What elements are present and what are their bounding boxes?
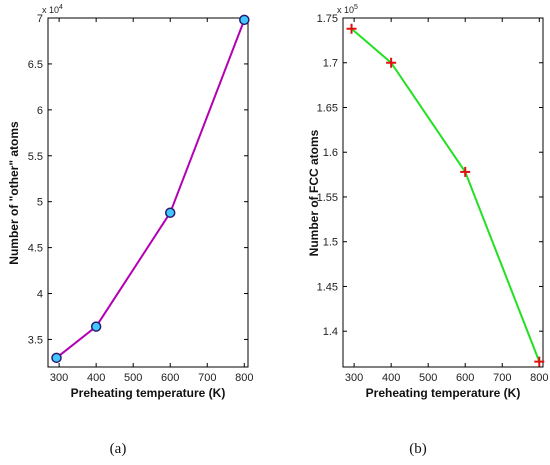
plot-frame bbox=[342, 17, 544, 368]
panel-b: 300 400 500 600 700 800 1.4 1.45 1.5 1.55 1.6 1.65 1… bbox=[307, 4, 548, 457]
data-point bbox=[51, 352, 62, 364]
y-tick-label: 1.55 bbox=[317, 192, 338, 204]
y-tick-label: 4 bbox=[37, 289, 43, 301]
data-point bbox=[164, 207, 176, 218]
panel-caption: (a) bbox=[110, 441, 127, 457]
y-axis-label: Number of "other" atoms bbox=[7, 121, 21, 265]
data-point bbox=[460, 166, 471, 177]
x-tick-label: 700 bbox=[198, 372, 216, 384]
y-tick-label: 7 bbox=[37, 13, 43, 25]
y-scale-exponent: 5 bbox=[354, 4, 358, 11]
y-tick-label: 1.45 bbox=[317, 281, 338, 293]
y-scale-multiplier: x 105 bbox=[337, 4, 358, 15]
y-tick-label: 3.5 bbox=[28, 334, 43, 346]
y-tick-label: 1.75 bbox=[317, 13, 338, 25]
x-tick-label: 600 bbox=[161, 372, 179, 384]
panel-a: 300 400 500 600 700 800 3.5 4 4.5 5 5.5 6 6.5 7x 104 P… bbox=[7, 4, 253, 457]
x-tick-label: 400 bbox=[87, 372, 105, 384]
x-tick-label: 800 bbox=[235, 372, 253, 384]
data-point bbox=[346, 23, 357, 34]
y-tick-label: 6.5 bbox=[28, 59, 43, 71]
x-tick-label: 500 bbox=[419, 372, 437, 384]
y-tick-label: 5.5 bbox=[28, 151, 43, 163]
data-point bbox=[90, 321, 102, 332]
x-tick-label: 700 bbox=[493, 372, 511, 384]
y-axis-label: Number of FCC atoms bbox=[307, 129, 321, 256]
data-point bbox=[386, 57, 397, 68]
series-line bbox=[55, 19, 246, 359]
x-tick-label: 500 bbox=[124, 372, 142, 384]
y-tick-label: 1.6 bbox=[323, 147, 338, 159]
y-tick-label: 6 bbox=[37, 105, 43, 117]
y-tick-label: 1.4 bbox=[323, 326, 338, 338]
y-scale-multiplier: x 104 bbox=[42, 4, 63, 15]
data-point bbox=[534, 356, 545, 367]
x-tick-label: 400 bbox=[382, 372, 400, 384]
x-tick-label: 800 bbox=[530, 372, 548, 384]
x-tick-label: 600 bbox=[456, 372, 474, 384]
series-line bbox=[350, 27, 541, 362]
x-tick-label: 300 bbox=[345, 372, 363, 384]
y-tick-label: 1.7 bbox=[323, 58, 338, 70]
plot-frame bbox=[47, 17, 249, 368]
y-scale-exponent: 4 bbox=[59, 4, 63, 11]
y-tick-label: 5 bbox=[37, 197, 43, 209]
x-axis-label: Preheating temperature (K) bbox=[71, 386, 226, 400]
data-point bbox=[239, 14, 250, 26]
x-axis-label: Preheating temperature (K) bbox=[366, 386, 521, 400]
panel-caption: (b) bbox=[409, 441, 427, 457]
x-tick-label: 300 bbox=[50, 372, 68, 384]
y-tick-label: 4.5 bbox=[28, 243, 43, 255]
y-tick-label: 1.5 bbox=[323, 237, 338, 249]
y-tick-label: 1.65 bbox=[317, 102, 338, 114]
